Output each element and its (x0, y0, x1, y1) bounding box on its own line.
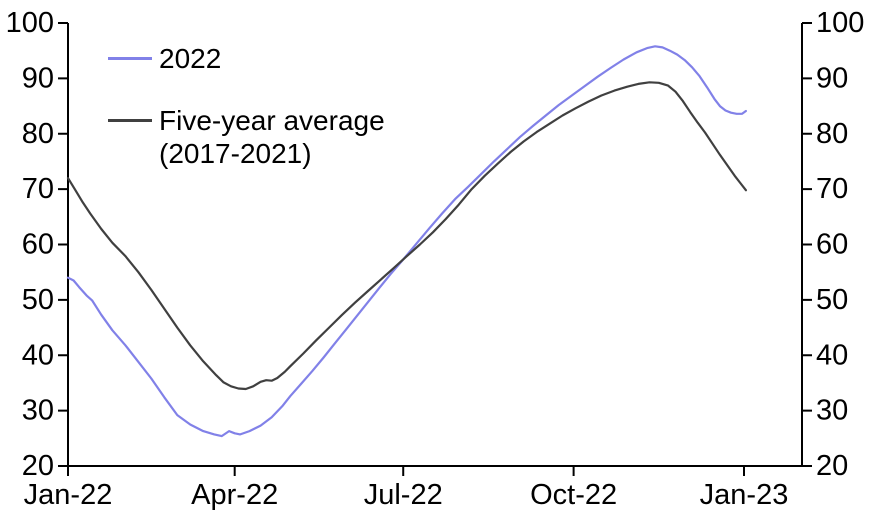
y-axis-right-tick-label: 20 (816, 450, 848, 482)
y-axis-right-tick-label: 40 (816, 339, 848, 371)
y-axis-right-tick-label: 50 (816, 284, 848, 316)
y-axis-left-tick-label: 60 (22, 229, 54, 261)
y-axis-right-tick-label: 60 (816, 229, 848, 261)
y-axis-right-tick-label: 80 (816, 118, 848, 150)
series-line-2022 (66, 45, 748, 438)
legend-line-swatch-five-year-average (108, 119, 152, 122)
y-axis-right-tick-label: 30 (816, 395, 848, 427)
y-axis-left-tick-label: 20 (22, 450, 54, 482)
x-axis-tick-label: Apr-22 (191, 479, 278, 511)
y-axis-left-tick-label: 30 (22, 395, 54, 427)
y-axis-left-tick-label: 40 (22, 339, 54, 371)
legend: 2022 Five-year average (2017-2021) (108, 42, 385, 170)
legend-entry-2022: 2022 (108, 42, 385, 75)
y-axis-left-tick-label: 50 (22, 284, 54, 316)
y-axis-left-tick-label: 80 (22, 118, 54, 150)
x-axis-tick-label: Oct-22 (530, 479, 617, 511)
x-axis-tick-label: Jul-22 (364, 479, 443, 511)
y-axis-left-tick-label: 70 (22, 173, 54, 205)
y-axis-left-tick-label: 90 (22, 62, 54, 94)
legend-label-five-year-average: Five-year average (2017-2021) (159, 105, 385, 169)
legend-entry-five-year-average: Five-year average (2017-2021) (108, 104, 385, 170)
x-axis-tick-label: Jan-22 (24, 479, 113, 511)
y-axis-left-tick-label: 100 (6, 7, 54, 39)
y-axis-right-tick-label: 90 (816, 62, 848, 94)
legend-line-swatch-2022 (108, 57, 152, 60)
y-axis-right-tick-label: 100 (816, 7, 864, 39)
series-line-five-year (66, 81, 748, 391)
y-axis-right-tick-label: 70 (816, 173, 848, 205)
legend-label-2022: 2022 (159, 43, 222, 74)
x-axis-tick-label: Jan-23 (700, 479, 789, 511)
